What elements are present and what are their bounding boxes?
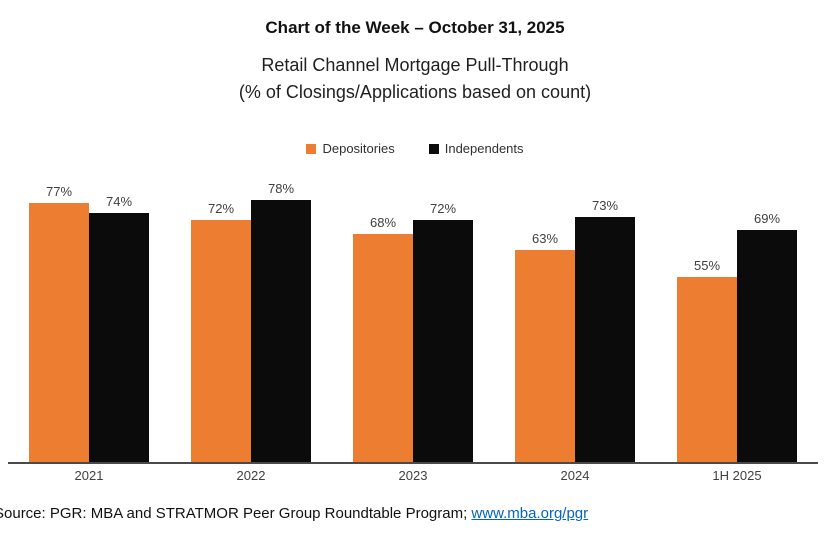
chart-subtitle-line1: Retail Channel Mortgage Pull-Through — [261, 55, 569, 75]
bar-group-2022: 72% 78% — [170, 126, 332, 462]
bar-depositories-2024 — [515, 250, 575, 462]
bar-column: 73% — [575, 198, 635, 462]
bar-group-2023: 68% 72% — [332, 126, 494, 462]
chart-title: Chart of the Week – October 31, 2025 — [265, 18, 565, 37]
bar-group-1h-2025: 55% 69% — [656, 126, 818, 462]
depositories-swatch-icon — [306, 143, 317, 154]
chart-subtitle-line2: (% of Closings/Applications based on cou… — [238, 82, 592, 102]
bar-depositories-2022 — [191, 220, 251, 462]
legend-label-depositories: Depositories — [322, 141, 395, 156]
bar-column: 78% — [251, 181, 311, 462]
bar-group-2024: 63% 73% — [494, 126, 656, 462]
value-label-independents-2024: 73% — [591, 198, 619, 213]
source-link[interactable]: www.mba.org/pgr — [471, 505, 589, 522]
value-label-depositories-2024: 63% — [531, 231, 559, 246]
x-axis-labels: 2021 2022 2023 2024 1H 2025 — [8, 468, 818, 483]
bar-depositories-2023 — [353, 234, 413, 462]
bar-column: 55% — [677, 258, 737, 462]
source-note: Source: PGR: MBA and STRATMOR Peer Group… — [0, 505, 824, 522]
bar-independents-2023 — [413, 220, 473, 462]
x-tick-label-2023: 2023 — [398, 468, 428, 483]
bar-independents-2024 — [575, 217, 635, 462]
value-label-depositories-2022: 72% — [207, 201, 235, 216]
value-label-independents-2022: 78% — [267, 181, 295, 196]
legend-label-independents: Independents — [444, 141, 524, 156]
bar-independents-2021 — [89, 213, 149, 462]
bar-column: 72% — [191, 201, 251, 462]
plot-area: 77% 74% 72% 78% 68% 72% 63% 73% 55% 69% — [8, 126, 818, 464]
value-label-independents-1h-2025: 69% — [753, 211, 781, 226]
independents-swatch-icon — [428, 143, 439, 154]
value-label-independents-2021: 74% — [105, 194, 133, 209]
bar-depositories-1h-2025 — [677, 277, 737, 462]
bar-independents-2022 — [251, 200, 311, 462]
value-label-depositories-1h-2025: 55% — [693, 258, 721, 273]
bar-column: 68% — [353, 215, 413, 462]
legend-item-depositories: Depositories — [306, 141, 395, 156]
bar-column: 63% — [515, 231, 575, 462]
bar-column: 69% — [737, 211, 797, 462]
x-tick-label-2022: 2022 — [236, 468, 266, 483]
bar-column: 77% — [29, 184, 89, 462]
chart-subtitle: Retail Channel Mortgage Pull-Through (% … — [0, 52, 830, 106]
value-label-depositories-2021: 77% — [45, 184, 73, 199]
x-tick-label-2024: 2024 — [560, 468, 590, 483]
bar-column: 74% — [89, 194, 149, 462]
value-label-independents-2023: 72% — [429, 201, 457, 216]
bar-independents-1h-2025 — [737, 230, 797, 462]
bar-group-2021: 77% 74% — [8, 126, 170, 462]
bar-depositories-2021 — [29, 203, 89, 462]
chart-legend: Depositories Independents — [0, 141, 830, 156]
source-text: Source: PGR: MBA and STRATMOR Peer Group… — [0, 505, 472, 522]
value-label-depositories-2023: 68% — [369, 215, 397, 230]
bar-column: 72% — [413, 201, 473, 462]
x-tick-label-1h-2025: 1H 2025 — [712, 468, 762, 483]
x-tick-label-2021: 2021 — [74, 468, 104, 483]
legend-item-independents: Independents — [428, 141, 524, 156]
